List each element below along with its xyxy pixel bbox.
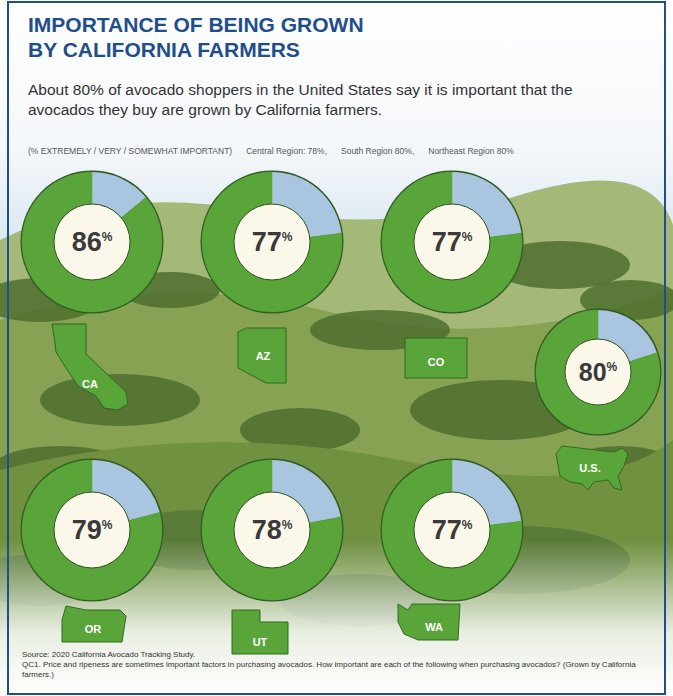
- label-unit: %: [462, 230, 473, 244]
- donut-segment: [536, 310, 660, 434]
- donut: [21, 459, 164, 602]
- donut-charts: [21, 171, 662, 602]
- donut-segment: [202, 460, 342, 600]
- donut-segment: [382, 172, 522, 312]
- data-labels: 86%77%77%80%79%78%77%: [72, 227, 618, 545]
- donut-segment: [22, 172, 162, 312]
- state-icon: WA: [398, 604, 460, 640]
- state-shape: [238, 328, 286, 383]
- donut-center: [234, 204, 310, 280]
- state-shape: [405, 338, 467, 378]
- annotation: South Region 80%,: [341, 146, 414, 156]
- category-label: WA: [425, 621, 443, 633]
- category-label: CA: [82, 378, 98, 390]
- data-label: 80%: [579, 358, 618, 386]
- sky: [0, 0, 673, 696]
- state-icons: CA AZ CO U.S. OR UT WA: [52, 324, 628, 654]
- label-number: 77: [432, 515, 462, 545]
- state-shape: [398, 604, 460, 640]
- front-hills: [0, 440, 673, 696]
- state-shape: [62, 606, 126, 642]
- donut: [381, 171, 524, 314]
- state-shape: [52, 324, 128, 410]
- landscape: [0, 0, 673, 696]
- state-icon: OR: [62, 606, 126, 642]
- data-label: 77%: [432, 515, 473, 545]
- label-number: 77: [432, 227, 462, 257]
- state-icon: CA: [52, 324, 128, 410]
- category-label: UT: [253, 636, 268, 648]
- donut-outline: [21, 171, 164, 314]
- donut-center: [54, 204, 130, 280]
- donut-center: [414, 204, 490, 280]
- category-label: AZ: [256, 350, 271, 362]
- label-number: 77: [252, 227, 282, 257]
- donut-segment: [382, 460, 522, 600]
- label-unit: %: [282, 518, 293, 532]
- category-label: CO: [428, 356, 445, 368]
- annotation: (% EXTREMELY / VERY / SOMEWHAT IMPORTANT…: [28, 146, 232, 156]
- data-label: 86%: [72, 227, 113, 257]
- donut: [381, 459, 524, 602]
- data-label: 77%: [432, 227, 473, 257]
- donut-center: [234, 492, 310, 568]
- state-icon: CO: [405, 338, 467, 378]
- state-icon: UT: [232, 610, 288, 654]
- notes: (% EXTREMELY / VERY / SOMEWHAT IMPORTANT…: [28, 146, 658, 156]
- annotation: Central Region: 78%,: [246, 146, 327, 156]
- label-number: 78: [252, 515, 282, 545]
- infographic: CAAZCOU.S.ORUTWA86%77%77%80%79%78%77% IM…: [0, 0, 673, 696]
- subtitle: About 80% of avocado shoppers in the Uni…: [28, 80, 588, 120]
- donut-center: [565, 339, 631, 405]
- title: IMPORTANCE OF BEING GROWN BY CALIFORNIA …: [28, 12, 398, 62]
- donut-center: [54, 492, 130, 568]
- label-number: 79: [72, 515, 102, 545]
- label-number: 86: [72, 227, 102, 257]
- frame: [8, 2, 665, 694]
- donut-outline: [535, 309, 662, 436]
- donut-outline: [201, 459, 344, 602]
- source: Source: 2020 California Avocado Tracking…: [22, 650, 654, 660]
- donut-segment: [22, 460, 162, 600]
- state-shape: [232, 610, 288, 654]
- label-unit: %: [102, 518, 113, 532]
- source-block: Source: 2020 California Avocado Tracking…: [22, 650, 654, 680]
- donut-center: [414, 492, 490, 568]
- donut-segment: [202, 172, 342, 312]
- label-unit: %: [102, 230, 113, 244]
- data-label: 78%: [252, 515, 293, 545]
- footnote: QC1. Price and ripeness are sometimes im…: [22, 660, 654, 680]
- donut-outline: [381, 459, 524, 602]
- donut: [201, 171, 344, 314]
- donut-outline: [381, 171, 524, 314]
- label-number: 80: [579, 358, 607, 386]
- label-unit: %: [462, 518, 473, 532]
- label-unit: %: [282, 230, 293, 244]
- data-label: 77%: [252, 227, 293, 257]
- label-unit: %: [607, 360, 618, 374]
- state-shape: [556, 446, 628, 490]
- state-icon: AZ: [238, 328, 286, 383]
- donut-outline: [21, 459, 164, 602]
- donut: [21, 171, 164, 314]
- donut: [535, 309, 662, 436]
- category-label: U.S.: [579, 462, 600, 474]
- category-label: OR: [85, 623, 102, 635]
- mid-hills: [0, 290, 673, 696]
- data-label: 79%: [72, 515, 113, 545]
- state-icon: U.S.: [556, 446, 628, 490]
- annotation: Northeast Region 80%: [428, 146, 514, 156]
- donut-outline: [201, 171, 344, 314]
- donut: [201, 459, 344, 602]
